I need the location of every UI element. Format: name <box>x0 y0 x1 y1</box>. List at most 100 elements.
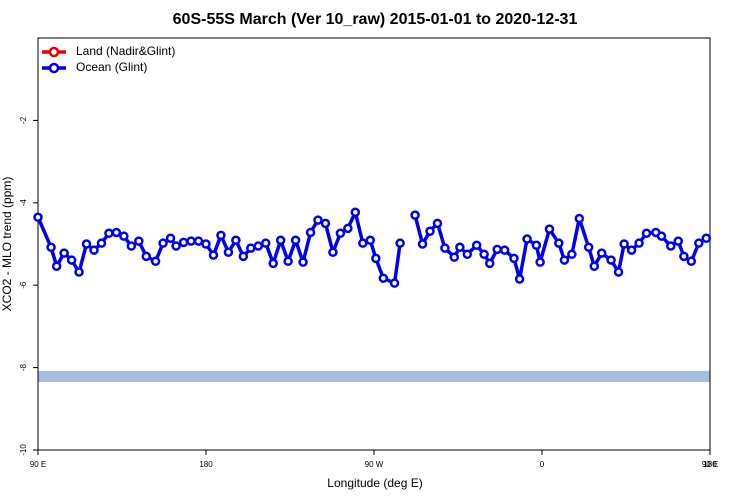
data-point <box>178 237 189 248</box>
x-tick-label: 90 W <box>365 460 384 469</box>
data-point <box>158 238 168 248</box>
chart-title: 60S-55S March (Ver 10_raw) 2015-01-01 to… <box>173 11 578 28</box>
y-tick-label: -4 <box>19 199 28 207</box>
data-point <box>455 242 465 253</box>
legend-label: Land (Nadir&Glint) <box>76 44 175 58</box>
legend-marker <box>48 62 60 74</box>
data-point <box>96 238 107 248</box>
data-point <box>641 228 652 239</box>
data-point <box>165 233 176 243</box>
data-point <box>104 228 114 239</box>
data-point <box>634 238 644 248</box>
data-point <box>126 241 137 251</box>
data-point <box>440 243 450 253</box>
band <box>38 370 710 383</box>
data-point <box>290 235 301 246</box>
x-tick-label: 180 <box>703 460 717 469</box>
data-point <box>260 238 271 248</box>
data-point <box>574 213 585 224</box>
data-point <box>216 230 226 241</box>
data-point <box>111 227 122 238</box>
data-point <box>231 235 241 246</box>
data-point <box>238 251 249 262</box>
data-point <box>328 247 338 257</box>
y-tick-label: -10 <box>19 444 28 456</box>
data-point <box>462 249 473 260</box>
data-point <box>81 239 92 249</box>
data-point <box>313 215 323 225</box>
data-point <box>531 240 542 250</box>
data-point <box>141 251 152 262</box>
data-point <box>626 245 637 255</box>
x-tick-label: 0 <box>540 460 545 469</box>
y-tick-label: -2 <box>19 116 28 124</box>
data-point <box>425 226 435 236</box>
data-point <box>492 244 502 255</box>
data-point <box>410 210 420 220</box>
data-point <box>389 278 400 288</box>
data-point <box>371 253 381 264</box>
x-tick-label: 180 <box>199 460 213 469</box>
data-point <box>666 241 676 251</box>
data-point <box>186 236 196 246</box>
data-point <box>51 261 62 271</box>
data-point <box>694 238 704 248</box>
data-point <box>589 261 600 271</box>
x-tick-label: 90 E <box>702 460 718 469</box>
data-point <box>544 224 555 234</box>
data-point <box>320 218 331 229</box>
y-tick-label: -6 <box>19 281 28 289</box>
data-point <box>535 257 545 267</box>
y-axis-label: XCO2 - MLO trend (ppm) <box>0 177 14 312</box>
data-point <box>275 235 286 246</box>
data-point <box>283 256 293 267</box>
data-point <box>686 256 697 267</box>
data-point <box>350 207 361 218</box>
data-point <box>74 267 84 277</box>
data-point <box>193 236 204 246</box>
data-point <box>171 241 181 251</box>
data-point <box>365 235 376 246</box>
data-point <box>449 252 460 262</box>
data-point <box>59 248 69 258</box>
data-point <box>298 257 308 267</box>
data-point <box>606 255 616 265</box>
data-point <box>514 274 525 284</box>
data-point <box>89 245 99 255</box>
data-point <box>484 258 495 269</box>
data-point <box>701 233 712 243</box>
data-point <box>335 228 346 239</box>
legend-marker <box>48 46 60 58</box>
data-point <box>619 239 629 249</box>
data-point <box>268 258 278 269</box>
data-point <box>596 248 607 258</box>
data-point <box>656 231 667 241</box>
data-point <box>119 231 129 241</box>
data-point <box>134 236 144 246</box>
data-point <box>417 239 428 249</box>
data-point <box>509 253 519 264</box>
data-point <box>471 240 482 250</box>
data-point <box>223 247 234 257</box>
data-point <box>33 212 43 222</box>
y-tick-label: -8 <box>19 363 28 371</box>
data-point <box>378 273 389 283</box>
data-point <box>150 256 161 267</box>
legend-label: Ocean (Glint) <box>76 60 147 74</box>
data-point <box>522 234 532 244</box>
data-point <box>246 243 256 253</box>
data-point <box>395 238 405 248</box>
data-point <box>201 239 211 249</box>
series-line <box>36 210 708 285</box>
data-point <box>343 223 353 234</box>
data-point <box>479 249 489 260</box>
data-point <box>305 227 316 238</box>
data-point <box>253 241 264 251</box>
data-point <box>46 242 56 253</box>
x-tick-label: 90 E <box>30 460 46 469</box>
data-point <box>673 236 684 246</box>
data-point <box>679 251 689 262</box>
data-point <box>583 242 594 253</box>
data-point <box>358 238 368 248</box>
